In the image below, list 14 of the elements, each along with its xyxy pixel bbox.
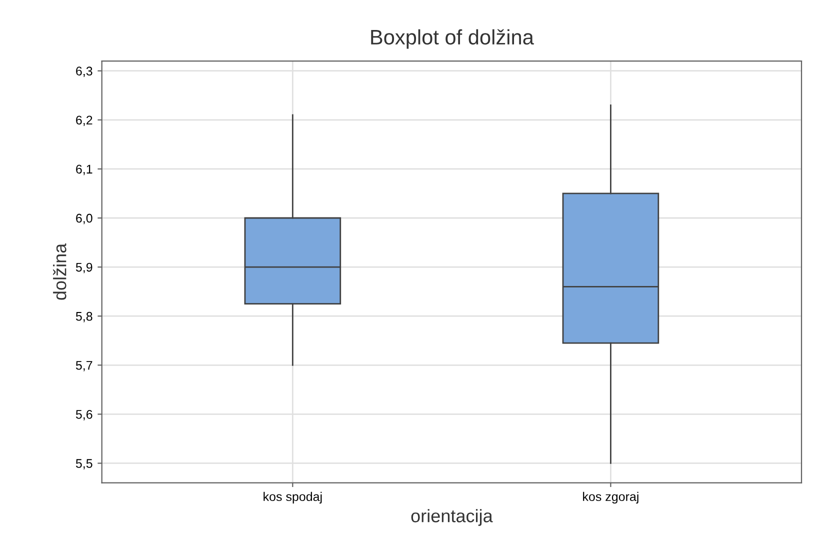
y-axis-title: dolžina xyxy=(52,243,66,300)
y-tick-label: 5,5 xyxy=(76,459,92,470)
y-tick-label: 5,6 xyxy=(76,410,92,420)
y-tick-label: 6,3 xyxy=(76,66,92,77)
y-tick-label: 6,2 xyxy=(76,116,92,126)
chart-title: Boxplot of dolžina xyxy=(371,29,534,49)
x-tick-label: kos zgoraj xyxy=(583,492,638,504)
y-tick-label: 6,0 xyxy=(76,214,92,224)
y-tick-label: 5,9 xyxy=(76,262,92,274)
y-tick-label: 5,7 xyxy=(76,361,92,372)
y-tick-label: 6,1 xyxy=(76,164,92,176)
x-axis-title: orientacija xyxy=(411,509,493,526)
y-tick-label: 5,8 xyxy=(76,312,92,322)
x-tick-label: kos spodaj xyxy=(264,492,322,504)
